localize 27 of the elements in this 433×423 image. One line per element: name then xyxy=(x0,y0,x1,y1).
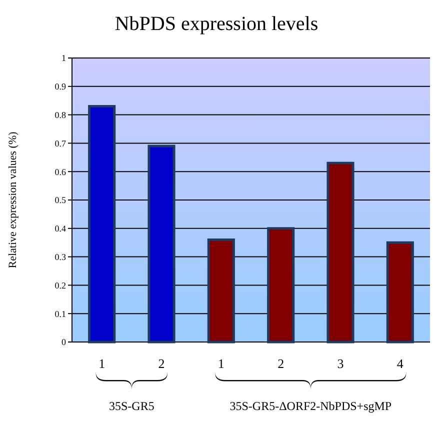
y-tick-label: 0.5 xyxy=(54,195,66,206)
x-tick-label: 1 xyxy=(218,356,224,371)
x-tick-label: 1 xyxy=(98,356,106,371)
y-tick-label: 0.6 xyxy=(54,166,66,177)
x-tick-label: 4 xyxy=(396,356,404,371)
bar xyxy=(267,227,295,344)
bar xyxy=(148,144,176,344)
x-tick-label: 2 xyxy=(278,356,284,371)
x-tick-label: 3 xyxy=(337,356,344,371)
y-tick-label: 0.1 xyxy=(54,308,66,319)
y-tick-label: 0.8 xyxy=(54,110,66,120)
y-tick-label: 0.9 xyxy=(54,82,66,92)
y-tick-label: 0.4 xyxy=(54,224,66,234)
y-tick-label: 1 xyxy=(62,53,66,64)
y-tick-label: 0 xyxy=(62,337,66,348)
x-tick-label: 2 xyxy=(158,356,165,371)
y-axis-title: Relative expression values (%) xyxy=(7,131,19,268)
text: 35S-GR5-ΔORF2-NbPDS+sgMP xyxy=(230,399,392,413)
bar xyxy=(88,105,116,344)
y-tick-label: 0.3 xyxy=(54,252,66,262)
y-tick-label: 0.2 xyxy=(54,280,66,290)
chart-title: NbPDS expression levels xyxy=(114,13,318,35)
y-tick-label: 0.7 xyxy=(54,138,66,148)
bar xyxy=(386,241,414,344)
text: 35S-GR5 xyxy=(108,399,154,413)
bar xyxy=(207,238,235,344)
bar xyxy=(326,162,354,344)
